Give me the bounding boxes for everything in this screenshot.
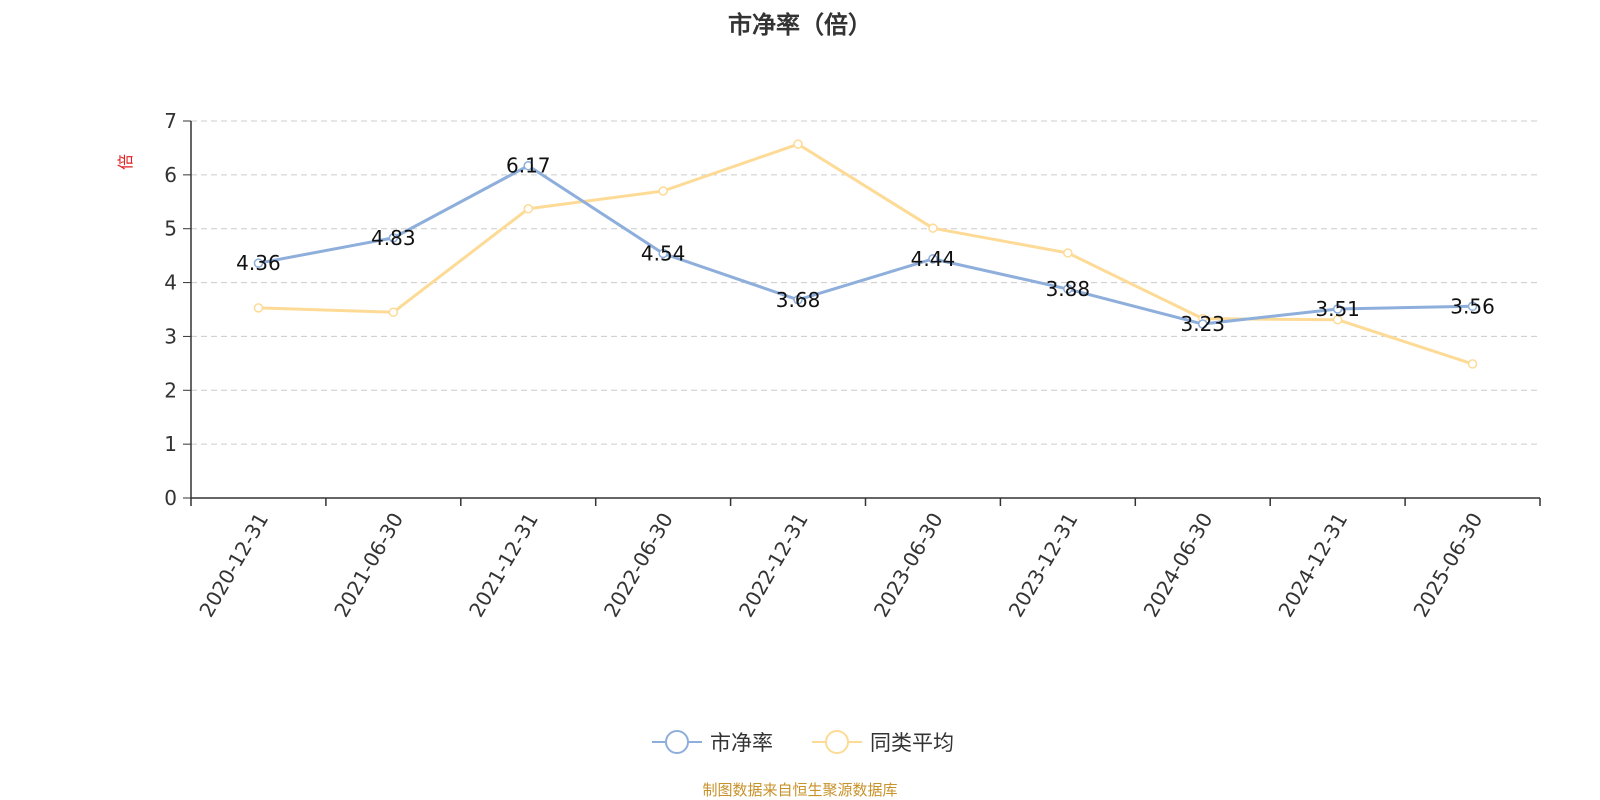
data-labels: 4.36 4.83 6.17 4.54 3.68 4.44 3.88 3.23 3.51 3.56 — [236, 154, 1495, 336]
data-label: 3.68 — [776, 288, 821, 312]
data-point — [928, 223, 938, 233]
data-point — [253, 303, 264, 313]
data-label: 3.56 — [1450, 294, 1495, 318]
data-point — [793, 139, 803, 149]
data-point — [1198, 319, 1208, 329]
series-line — [258, 164, 1473, 326]
data-label: 4.36 — [236, 251, 281, 275]
x-tick-label: 2025-06-30 — [1408, 509, 1487, 622]
data-point — [1332, 314, 1343, 325]
series-line — [258, 142, 1474, 366]
legend-label[interactable]: 同类平均 — [870, 731, 954, 755]
y-tick-label: 7 — [164, 109, 177, 133]
data-point — [523, 204, 533, 214]
y-tick-label: 3 — [164, 324, 177, 348]
x-tick-label: 2024-06-30 — [1139, 509, 1218, 622]
x-tick-label: 2023-12-31 — [1004, 509, 1083, 622]
y-tick-label: 4 — [164, 271, 177, 295]
grid-lines — [191, 120, 1540, 445]
data-label: 4.54 — [641, 241, 686, 265]
data-point — [1063, 248, 1073, 258]
x-tick-label: 2022-12-31 — [734, 509, 813, 622]
data-label: 3.23 — [1180, 312, 1225, 336]
y-axis-unit-label: 倍 — [116, 154, 135, 170]
x-tick-label: 2021-12-31 — [464, 509, 543, 622]
y-tick-label: 6 — [164, 163, 177, 187]
legend-circle-symbol — [665, 730, 689, 754]
data-point — [253, 258, 264, 268]
data-point — [523, 160, 533, 171]
x-tick-label: 2020-12-31 — [194, 509, 273, 622]
data-point — [793, 295, 803, 305]
data-label: 3.51 — [1315, 297, 1360, 321]
source-note: 制图数据来自恒生聚源数据库 — [702, 781, 897, 799]
x-tick-label: 2024-12-31 — [1273, 509, 1352, 622]
data-point — [1332, 304, 1343, 314]
x-tick-label: 2021-06-30 — [329, 509, 408, 622]
axes: 0 1 2 3 4 5 6 7 2020-12-31 2021-06-30 2021-12-31 20… — [164, 109, 1541, 622]
x-tick-label: 2022-06-30 — [599, 509, 678, 622]
y-tick-label: 1 — [164, 432, 177, 456]
data-point — [928, 254, 938, 264]
data-label: 4.44 — [911, 247, 956, 271]
y-tick-label: 2 — [164, 378, 177, 402]
data-point — [1063, 284, 1073, 294]
data-label: 4.83 — [371, 226, 416, 250]
legend-label[interactable]: 市净率 — [710, 731, 773, 755]
chart-title: 市净率（倍） — [728, 11, 872, 39]
legend-circle-symbol — [825, 730, 849, 754]
data-point — [1467, 301, 1478, 312]
y-tick-label: 0 — [164, 486, 177, 510]
data-point — [1467, 359, 1478, 369]
data-point — [388, 307, 399, 317]
x-tick-label: 2023-06-30 — [869, 508, 948, 621]
y-tick-label: 5 — [164, 217, 177, 241]
data-label: 6.17 — [506, 154, 551, 178]
data-point — [388, 233, 399, 243]
data-point — [658, 186, 668, 196]
data-label: 3.88 — [1046, 277, 1091, 301]
series-lines — [253, 139, 1478, 369]
data-point — [658, 248, 668, 259]
legend: 市净率 同类平均 — [652, 730, 954, 755]
